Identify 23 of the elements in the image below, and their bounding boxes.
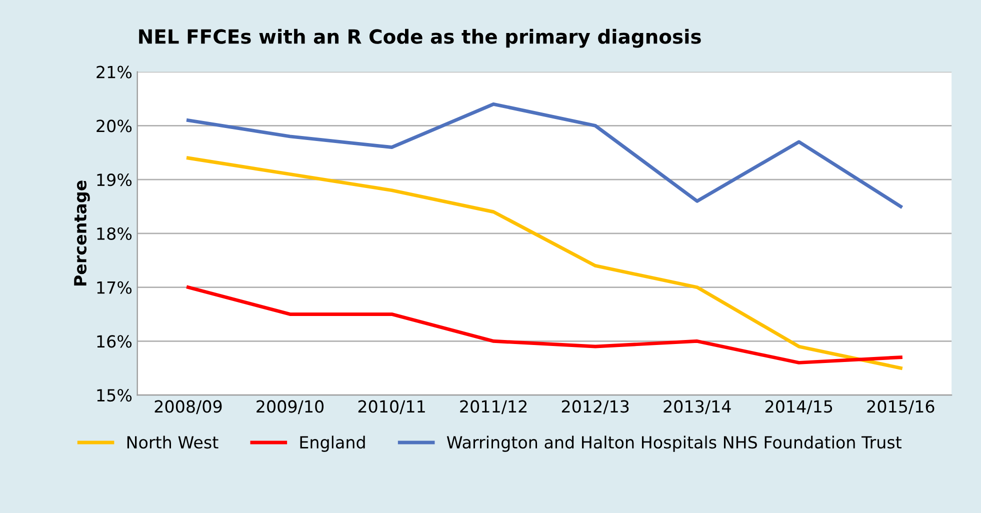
y-tick-label: 17% xyxy=(97,281,132,294)
line-series xyxy=(186,156,902,370)
x-tick-label: 2014/15 xyxy=(766,400,832,414)
x-tick-label: 2012/13 xyxy=(562,400,629,414)
x-tick-label: 2011/12 xyxy=(460,400,527,414)
line-series xyxy=(186,102,902,208)
y-tick-label: 19% xyxy=(97,174,132,186)
legend-label: North West xyxy=(127,436,218,449)
x-tick-label: 2010/11 xyxy=(358,400,425,414)
x-tick-label: 2009/10 xyxy=(256,400,324,414)
y-tick-label: 20% xyxy=(96,120,132,132)
y-tick-label: 16% xyxy=(97,335,132,348)
legend-label: Warrington and Halton Hospitals NHS Foundation Trust xyxy=(446,436,902,452)
y-axis-title: Percentage xyxy=(74,180,90,286)
x-tick-label: 2013/14 xyxy=(664,400,731,414)
y-tick-label: 15% xyxy=(97,388,132,402)
x-tick-label: 2015/16 xyxy=(867,400,934,414)
line-series xyxy=(186,286,902,364)
x-tick-label: 2008/09 xyxy=(154,400,222,414)
y-tick-label: 21% xyxy=(96,66,132,78)
legend-label: England xyxy=(300,436,365,452)
chart-title: NEL FFCEs with an R Code as the primary diagnosis xyxy=(139,28,701,48)
y-tick-label: 18% xyxy=(97,227,132,240)
